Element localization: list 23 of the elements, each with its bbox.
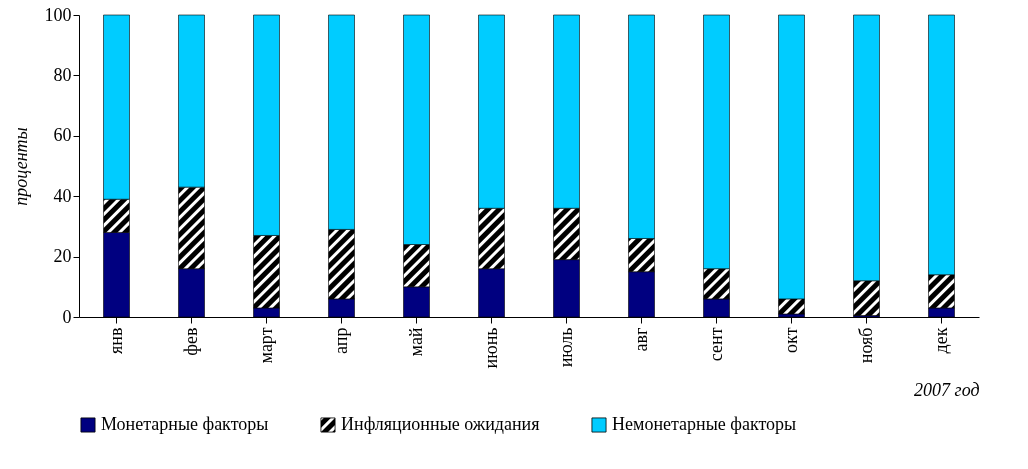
x-tick-label: апр: [330, 327, 351, 354]
legend-label: Инфляционные ожидания: [341, 414, 540, 434]
y-tick-label: 20: [53, 246, 72, 267]
legend-label: Немонетарные факторы: [612, 414, 797, 434]
x-tick-label: дек: [930, 327, 951, 354]
x-tick-label: окт: [780, 327, 801, 353]
y-tick-label: 0: [62, 306, 72, 327]
x-tick-label: нояб: [855, 327, 876, 364]
x-tick-label: янв: [105, 327, 126, 354]
y-tick-label: 100: [44, 4, 72, 25]
x-tick-label: май: [405, 327, 426, 357]
x-tick-label: июль: [555, 327, 576, 368]
x-tick-label: июнь: [480, 327, 501, 369]
legend-label: Монетарные факторы: [101, 414, 269, 434]
x-tick-label: март: [255, 327, 276, 364]
x-tick-label: сент: [705, 327, 726, 362]
x-tick-label: авг: [630, 327, 651, 352]
y-axis-title: проценты: [10, 127, 31, 206]
y-tick-label: 60: [53, 125, 72, 146]
x-tick-label: фев: [180, 327, 201, 356]
x-axis-title: 2007 год: [914, 380, 980, 401]
y-tick-label: 80: [53, 64, 72, 85]
y-tick-label: 40: [53, 185, 72, 206]
